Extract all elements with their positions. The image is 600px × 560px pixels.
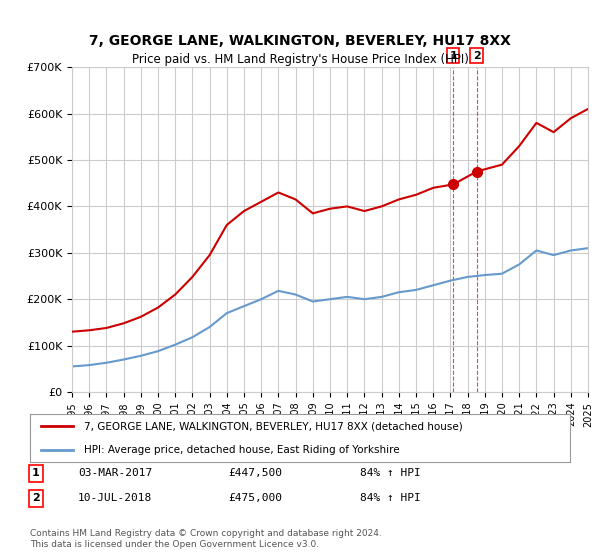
Text: Contains HM Land Registry data © Crown copyright and database right 2024.
This d: Contains HM Land Registry data © Crown c… — [30, 529, 382, 549]
Text: 10-JUL-2018: 10-JUL-2018 — [78, 493, 152, 503]
Text: Price paid vs. HM Land Registry's House Price Index (HPI): Price paid vs. HM Land Registry's House … — [131, 53, 469, 66]
Text: 1: 1 — [32, 468, 40, 478]
Text: 84% ↑ HPI: 84% ↑ HPI — [360, 493, 421, 503]
Text: £447,500: £447,500 — [228, 468, 282, 478]
Text: 1: 1 — [449, 51, 457, 60]
Text: 2: 2 — [32, 493, 40, 503]
Text: 2: 2 — [473, 51, 481, 60]
Text: 03-MAR-2017: 03-MAR-2017 — [78, 468, 152, 478]
Text: 7, GEORGE LANE, WALKINGTON, BEVERLEY, HU17 8XX: 7, GEORGE LANE, WALKINGTON, BEVERLEY, HU… — [89, 34, 511, 48]
Text: £475,000: £475,000 — [228, 493, 282, 503]
Text: 84% ↑ HPI: 84% ↑ HPI — [360, 468, 421, 478]
Text: HPI: Average price, detached house, East Riding of Yorkshire: HPI: Average price, detached house, East… — [84, 445, 400, 455]
Text: 7, GEORGE LANE, WALKINGTON, BEVERLEY, HU17 8XX (detached house): 7, GEORGE LANE, WALKINGTON, BEVERLEY, HU… — [84, 421, 463, 431]
